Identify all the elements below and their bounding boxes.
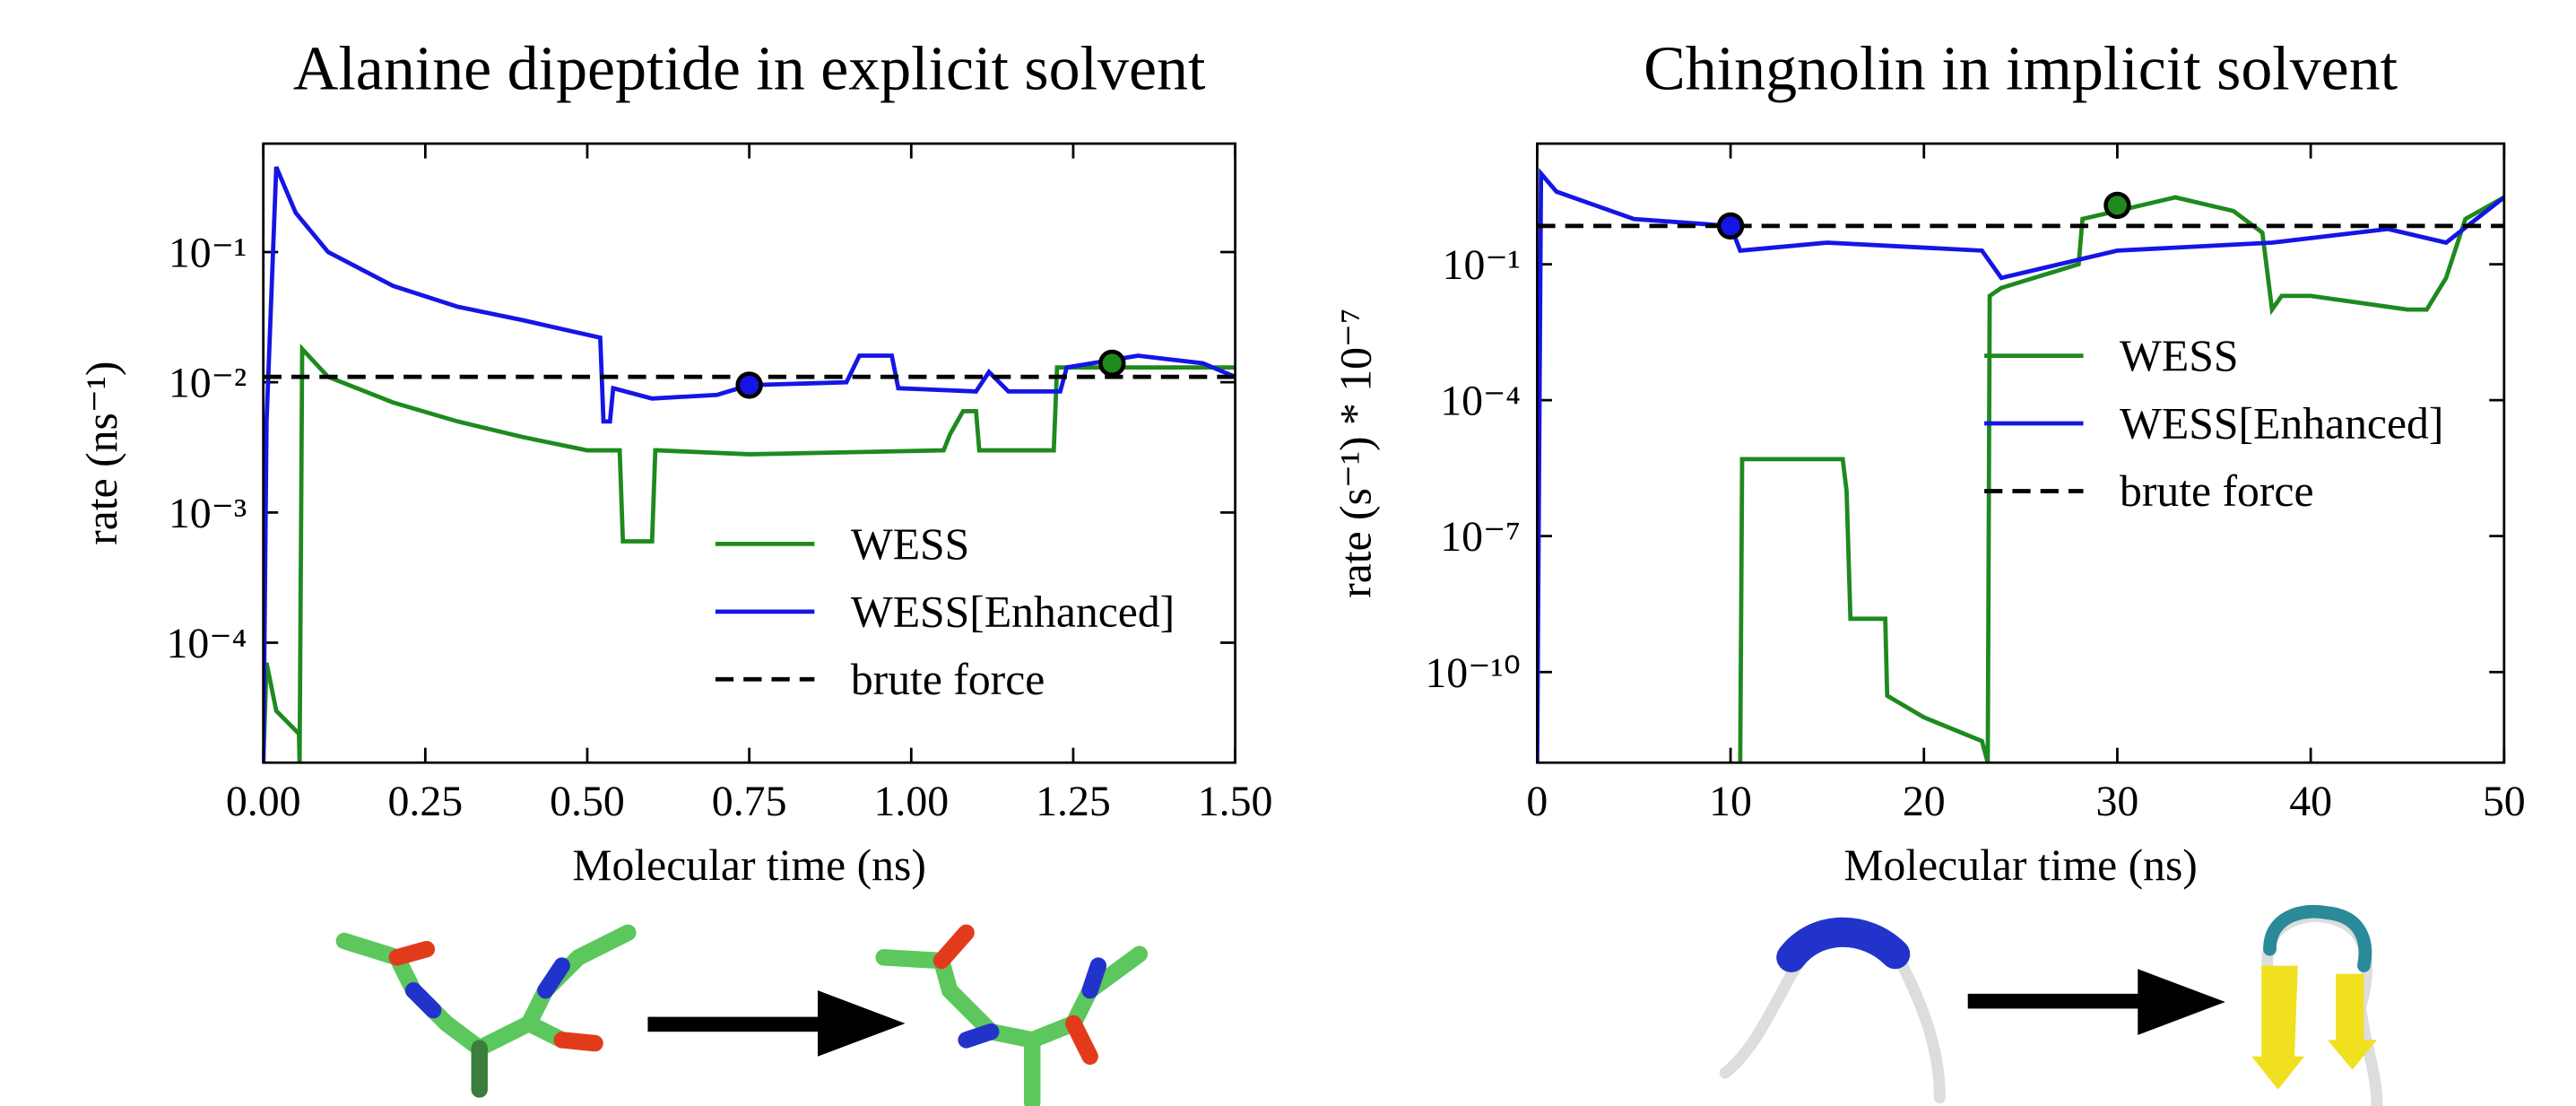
y-tick-label: 10⁻⁷ <box>1440 513 1521 561</box>
x-tick-label: 1.00 <box>873 778 949 825</box>
x-tick-label: 0.25 <box>387 778 463 825</box>
y-tick-label: 10⁻¹ <box>1443 241 1521 289</box>
y-axis-label: rate (s⁻¹) * 10⁻⁷ <box>1331 309 1381 598</box>
y-tick-label: 10⁻⁴ <box>167 620 247 667</box>
alanine-illustration <box>335 924 1149 1106</box>
x-tick-label: 0 <box>1526 778 1548 825</box>
series-line <box>263 166 1236 763</box>
y-tick-label: 10⁻¹ <box>169 230 247 277</box>
series-line <box>1738 195 2504 763</box>
legend-label: WESS[Enhanced] <box>851 587 1175 636</box>
chignolin-illustration <box>1719 904 2383 1106</box>
chart-title: Chingnolin in implicit solvent <box>1644 34 2398 103</box>
x-tick-label: 10 <box>1709 778 1752 825</box>
highlight-point <box>735 371 763 399</box>
plot-area <box>1537 168 2504 763</box>
x-axis-label: Molecular time (ns) <box>572 840 926 890</box>
x-tick-label: 0.75 <box>712 778 787 825</box>
x-axis-label: Molecular time (ns) <box>1843 840 2198 890</box>
highlight-point <box>1716 212 1745 240</box>
plot-area <box>263 166 1236 763</box>
x-tick-label: 50 <box>2483 778 2526 825</box>
x-tick-label: 0.50 <box>550 778 625 825</box>
x-tick-label: 40 <box>2289 778 2332 825</box>
legend-label: WESS[Enhanced] <box>2120 399 2443 448</box>
legend-label: brute force <box>2120 466 2314 516</box>
y-tick-label: 10⁻⁴ <box>1440 378 1521 425</box>
arrow <box>647 969 2225 1057</box>
legend-label: brute force <box>851 655 1045 704</box>
axes-frame <box>1536 142 2506 764</box>
x-tick-label: 0.00 <box>226 778 301 825</box>
y-tick-label: 10⁻³ <box>169 490 247 537</box>
x-tick-label: 20 <box>1903 778 1946 825</box>
y-tick-label: 10⁻¹⁰ <box>1425 649 1521 697</box>
chart-title: Alanine dipeptide in explicit solvent <box>293 34 1206 103</box>
x-tick-label: 1.25 <box>1036 778 1111 825</box>
y-axis-label: rate (ns⁻¹) <box>77 361 126 545</box>
x-tick-label: 30 <box>2096 778 2139 825</box>
x-tick-label: 1.50 <box>1198 778 1273 825</box>
y-tick-label: 10⁻² <box>169 360 247 407</box>
highlight-point <box>1098 349 1126 378</box>
highlight-point <box>2103 191 2131 220</box>
legend-label: WESS <box>2120 331 2238 380</box>
legend-label: WESS <box>851 519 969 569</box>
axes-frame <box>262 142 1236 764</box>
series-line <box>1537 168 2504 763</box>
series-line <box>263 344 1236 763</box>
